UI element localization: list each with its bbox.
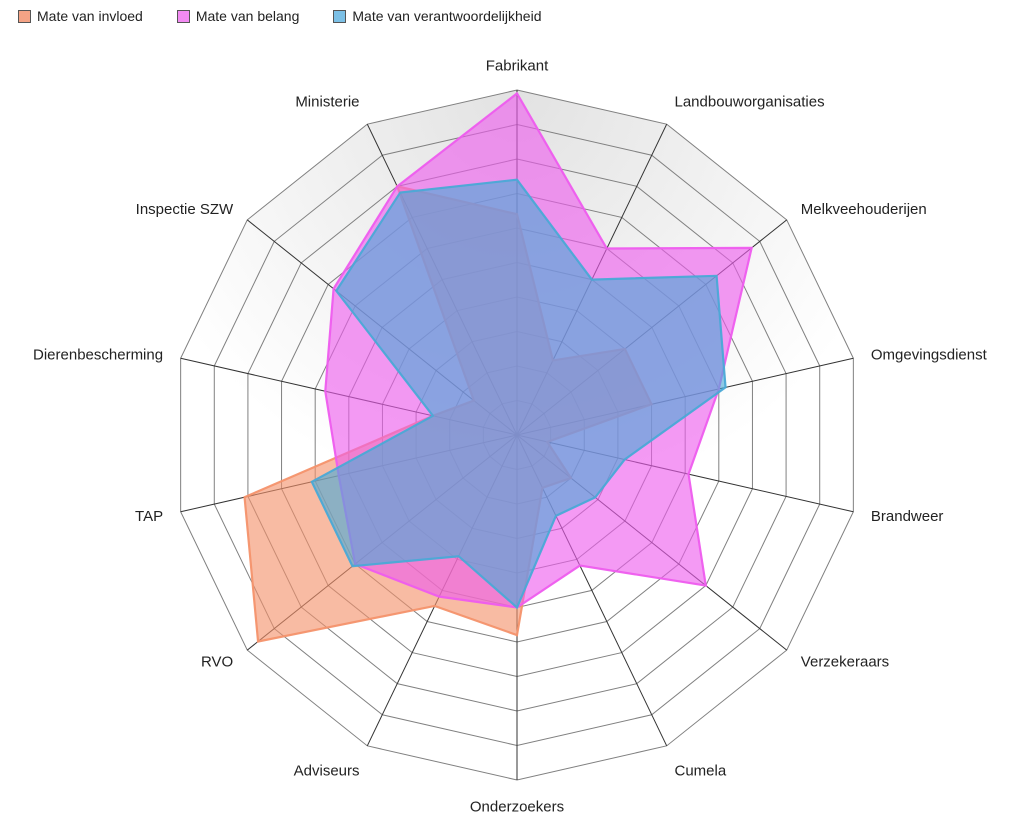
category-label: Fabrikant xyxy=(486,58,549,75)
category-label: TAP xyxy=(135,508,163,525)
radar-series xyxy=(243,91,754,643)
legend-swatch-invloed xyxy=(18,9,31,23)
legend-item-verantwoordelijkheid: Mate van verantwoordelijkheid xyxy=(333,8,541,24)
legend-label-verantwoordelijkheid: Mate van verantwoordelijkheid xyxy=(352,8,542,24)
category-labels: Fabrikant Landbouworganisaties Melkveehoud… xyxy=(33,58,988,816)
category-label: Omgevingsdienst xyxy=(871,346,988,363)
legend-item-belang: Mate van belang xyxy=(176,8,300,24)
category-label: Landbouworganisaties xyxy=(674,93,824,110)
legend: Mate van invloed Mate van belang Mate va… xyxy=(18,8,541,24)
category-label: Verzekeraars xyxy=(801,654,889,671)
category-label: Onderzoekers xyxy=(470,799,564,816)
category-label: RVO xyxy=(201,654,233,671)
legend-swatch-verantwoordelijkheid xyxy=(333,9,347,23)
legend-item-invloed: Mate van invloed xyxy=(18,8,143,24)
category-label: Ministerie xyxy=(295,93,359,110)
legend-label-belang: Mate van belang xyxy=(195,8,300,24)
legend-label-invloed: Mate van invloed xyxy=(37,8,143,24)
category-label: Dierenbescherming xyxy=(33,346,163,363)
category-label: Inspectie SZW xyxy=(136,201,234,218)
series-area-2 xyxy=(310,178,727,610)
legend-swatch-belang xyxy=(176,9,190,23)
category-label: Brandweer xyxy=(871,508,944,525)
category-label: Adviseurs xyxy=(294,763,360,780)
category-label: Melkveehouderijen xyxy=(801,201,927,218)
category-label: Cumela xyxy=(674,763,726,780)
